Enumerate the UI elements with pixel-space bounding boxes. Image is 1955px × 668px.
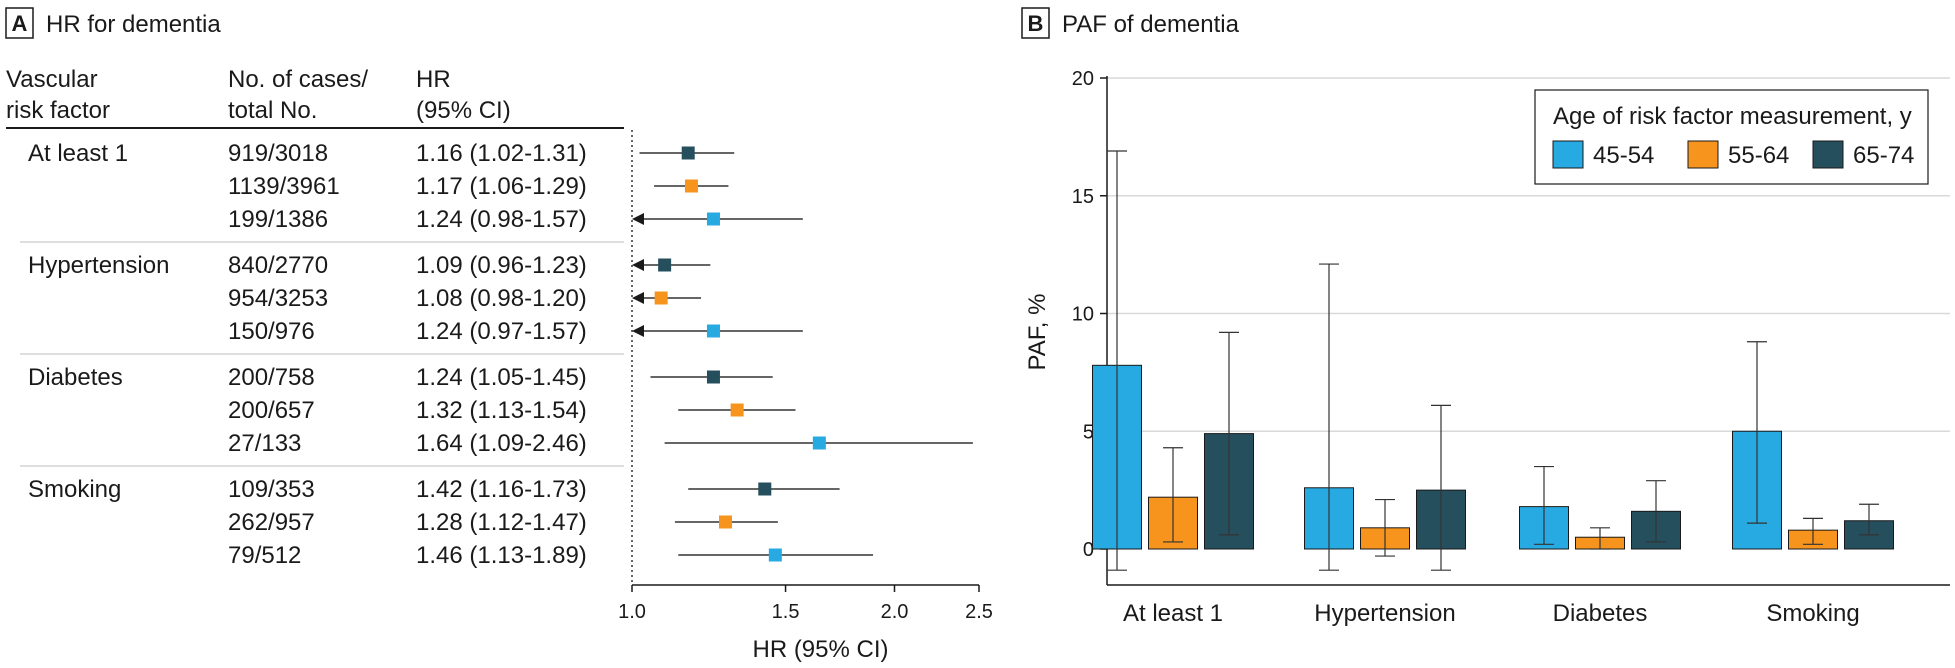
col-header-hr-2: (95% CI) [416,97,511,124]
hr-point [730,403,744,417]
col-header-cases-2: total No. [228,97,317,124]
cases-cell: 200/758 [228,364,315,391]
hr-point [706,370,720,384]
group-label: Hypertension [28,252,169,279]
col-header-factor-2: risk factor [6,97,110,124]
col-header-hr-1: HR [416,66,451,93]
hr-point [654,291,668,305]
cases-cell: 200/657 [228,397,315,424]
cases-cell: 919/3018 [228,140,328,167]
cases-cell: 262/957 [228,509,315,536]
forest-x-tick-label: 1.5 [772,601,800,623]
forest-plot: 1.0 1.5 2.0 2.5 HR (95% CI) [618,130,993,663]
category-label: Smoking [1766,600,1859,627]
hr-point [718,515,732,529]
hr-cell: 1.32 (1.13-1.54) [416,397,587,424]
group-label: Smoking [28,476,121,503]
legend-title: Age of risk factor measurement, y [1553,103,1912,130]
legend-swatch [1552,140,1584,169]
y-axis-label: PAF, % [1024,294,1051,371]
hr-cell: 1.28 (1.12-1.47) [416,509,587,536]
legend-box [1534,89,1929,185]
cases-cell: 199/1386 [228,206,328,233]
hr-cell: 1.17 (1.06-1.29) [416,173,587,200]
ci-arrow [632,259,644,271]
group-label: At least 1 [28,140,128,167]
hr-point [768,548,782,562]
cases-cell: 954/3253 [228,285,328,312]
panel-b-tag: B [1028,11,1044,36]
hr-cell: 1.42 (1.16-1.73) [416,476,587,503]
forest-x-tick-label: 2.5 [965,601,993,623]
panel-a-tag: A [12,11,28,36]
hr-cell: 1.24 (0.97-1.57) [416,318,587,345]
cases-cell: 840/2770 [228,252,328,279]
hr-point [706,212,720,226]
hr-point [684,179,698,193]
hr-cell: 1.24 (1.05-1.45) [416,364,587,391]
hr-cell: 1.46 (1.13-1.89) [416,542,587,569]
cases-cell: 109/353 [228,476,315,503]
cases-cell: 79/512 [228,542,301,569]
legend-label: 55-64 [1728,142,1789,169]
forest-x-tick-label: 2.0 [881,601,909,623]
legend-swatch [1812,140,1844,169]
cases-cell: 150/976 [228,318,315,345]
y-tick-label: 10 [1072,304,1094,326]
category-label: At least 1 [1123,600,1223,627]
hr-cell: 1.64 (1.09-2.46) [416,430,587,457]
category-label: Hypertension [1314,600,1455,627]
forest-x-axis-label: HR (95% CI) [752,636,888,663]
ci-arrow [632,325,644,337]
hr-point [812,436,826,450]
hr-point [658,258,672,272]
hr-cell: 1.24 (0.98-1.57) [416,206,587,233]
y-tick-label: 5 [1083,421,1094,443]
ci-arrow [632,292,644,304]
paf-bar-chart: 0 5 10 15 20 PAF, % At least 1 Hypertension Diab… [1024,68,1950,627]
y-tick-label: 15 [1072,186,1094,208]
cases-cell: 1139/3961 [228,173,340,200]
category-label: Diabetes [1553,600,1648,627]
legend-label: 65-74 [1853,142,1914,169]
panel-a-title: HR for dementia [46,11,221,38]
panel-b-title: PAF of dementia [1062,11,1240,38]
ci-arrow [632,213,644,225]
y-tick-label: 20 [1072,68,1094,90]
hr-cell: 1.09 (0.96-1.23) [416,252,587,279]
col-header-factor-1: Vascular [6,66,98,93]
cases-cell: 27/133 [228,430,301,457]
panel-a-tag-box [5,7,34,39]
y-tick-label: 0 [1083,539,1094,561]
legend-swatch [1687,140,1719,169]
legend: Age of risk factor measurement, y 45-54 55… [1534,89,1929,185]
hr-cell: 1.08 (0.98-1.20) [416,285,587,312]
legend-label: 45-54 [1593,142,1654,169]
panel-b-tag-box [1021,7,1050,39]
hr-point [681,146,695,160]
forest-x-tick-label: 1.0 [618,601,646,623]
hr-point [706,324,720,338]
col-header-cases-1: No. of cases/ [228,66,368,93]
hr-point [758,482,772,496]
hr-cell: 1.16 (1.02-1.31) [416,140,587,167]
forest-table: At least 1 919/3018 1.16 (1.02-1.31) 1139/3… [20,140,624,569]
group-label: Diabetes [28,364,123,391]
